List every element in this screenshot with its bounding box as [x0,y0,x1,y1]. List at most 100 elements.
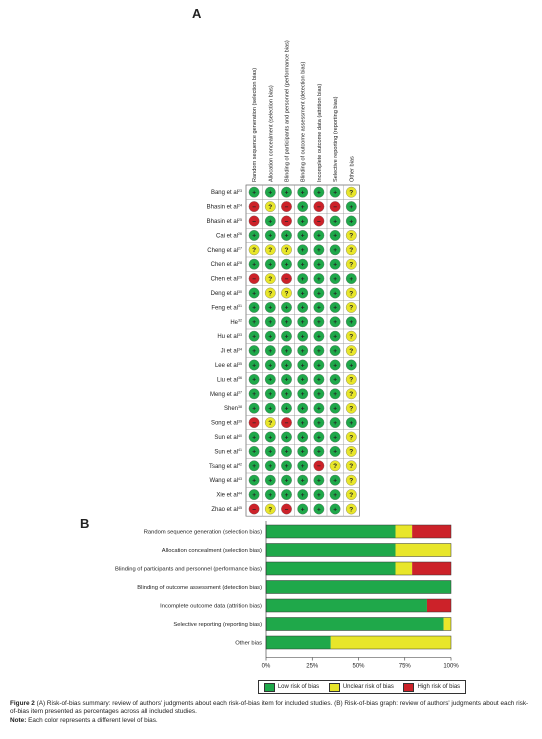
rating-dot-U [345,330,357,342]
rating-symbol: + [301,377,305,384]
grid-cell [343,501,360,517]
rating-dot-L [297,446,309,457]
rating-dot-H [281,503,292,515]
rating-symbol: + [301,492,305,499]
rating-symbol: + [301,233,305,240]
bar-category-label: Allocation concealment (selection bias) [162,548,262,554]
rating-dot-L [297,402,309,414]
rating-symbol: − [252,218,256,225]
rating-dot-L [281,186,292,198]
rating-symbol: + [301,262,305,269]
rating-dot-L [329,287,341,299]
rating-dot-L [248,460,260,472]
rating-dot-L [281,446,292,457]
rating-symbol: + [252,377,256,384]
rating-dot-L [248,230,260,241]
rating-symbol: ? [349,434,353,441]
caption-text: (A) Risk-of-bias summary: review of auth… [10,700,529,716]
rating-symbol: + [285,334,289,341]
rating-dot-L [297,316,309,328]
legend-unclear-label: Unclear risk of bias [342,684,394,690]
rating-dot-L [329,330,341,342]
rating-symbol: + [301,348,305,355]
rating-dot-L [297,503,309,515]
rating-dot-L [329,345,341,356]
study-label: Meng et al37 [210,391,242,398]
rating-symbol: + [333,478,337,485]
rating-symbol: + [301,290,305,297]
rating-symbol: + [317,276,321,283]
rating-symbol: + [333,276,337,283]
rating-symbol: + [333,391,337,398]
rating-dot-L [329,446,341,457]
bar-segment-0 [266,617,444,631]
rating-symbol: + [285,463,289,470]
rating-symbol: − [285,420,289,427]
legend-high-label: High risk of bias [417,684,461,690]
study-label: Song et al39 [211,419,242,426]
rating-symbol: ? [285,290,289,297]
rating-symbol: ? [349,391,353,398]
rating-symbol: + [285,305,289,312]
rating-symbol: + [285,478,289,485]
rating-symbol: + [268,305,272,312]
rating-symbol: + [317,478,321,485]
bar-segment-0 [266,562,396,575]
figure-caption: Figure 2 (A) Risk-of-bias summary: revie… [10,700,535,725]
study-label: Chen et al28 [211,261,242,268]
rating-symbol: + [349,420,353,427]
study-label: Bang et al23 [211,189,242,196]
rating-symbol: + [333,262,337,269]
rating-symbol: + [252,492,256,499]
rating-dot-U [264,273,276,284]
rating-symbol: + [333,434,337,441]
rating-dot-L [248,489,260,500]
rating-dot-L [329,316,341,328]
rating-symbol: + [252,348,256,355]
rating-dot-H [281,273,292,284]
rating-symbol: ? [349,262,353,269]
rating-symbol: + [252,262,256,269]
rating-symbol: + [317,492,321,499]
rating-dot-L [264,345,276,356]
rating-dot-L [329,302,341,313]
rating-dot-L [313,359,325,371]
rating-dot-L [264,474,276,486]
rating-symbol: + [317,377,321,384]
rating-dot-L [329,489,341,500]
rating-dot-L [297,201,309,212]
rating-symbol: + [268,449,272,456]
rating-dot-L [264,186,276,198]
rating-symbol: ? [349,348,353,355]
rating-symbol: + [349,218,353,225]
rating-symbol: + [252,434,256,441]
rating-dot-L [297,345,309,356]
rating-symbol: ? [268,204,272,211]
rating-symbol: + [333,492,337,499]
bar-segment-0 [266,599,427,612]
rating-symbol: ? [349,492,353,499]
rating-symbol: + [333,506,337,513]
rating-dot-L [264,330,276,342]
rating-dot-L [248,402,260,414]
rating-symbol: + [285,492,289,499]
rating-dot-L [329,417,341,428]
rating-dot-L [281,345,292,356]
rating-symbol: + [349,276,353,283]
legend-unclear-swatch [328,682,340,692]
rating-symbol: + [317,290,321,297]
rating-dot-L [297,374,309,385]
bar-segment-2 [426,599,451,612]
rating-dot-L [297,431,309,443]
note-label: Note: [10,716,27,724]
rating-dot-H [248,273,260,284]
rating-symbol: + [333,334,337,341]
x-tick-label: 0% [262,664,271,670]
rating-dot-L [313,186,325,198]
rating-dot-U [281,244,292,256]
rating-dot-L [264,460,276,472]
rating-symbol: + [317,362,321,369]
rating-symbol: ? [349,449,353,456]
rating-symbol: + [301,463,305,470]
rating-dot-U [345,431,357,443]
